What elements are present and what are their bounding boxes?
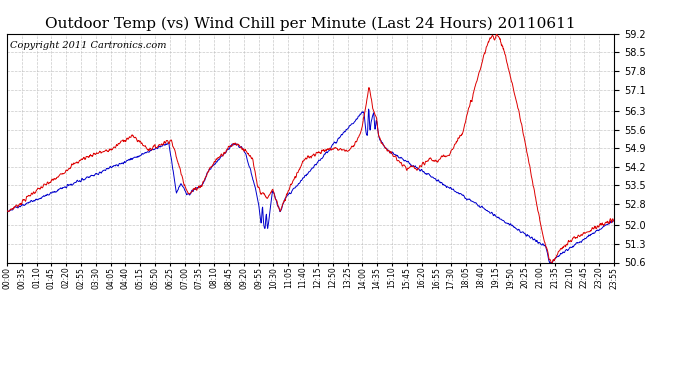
Text: Copyright 2011 Cartronics.com: Copyright 2011 Cartronics.com [10,40,166,50]
Title: Outdoor Temp (vs) Wind Chill per Minute (Last 24 Hours) 20110611: Outdoor Temp (vs) Wind Chill per Minute … [45,17,576,31]
